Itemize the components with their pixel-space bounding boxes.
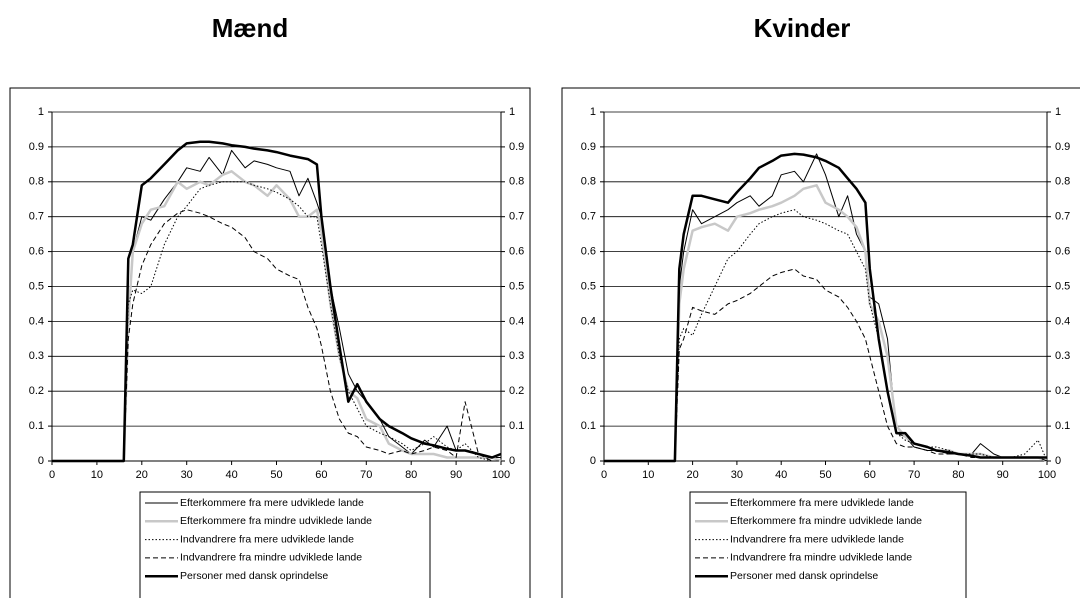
y-tick-label: 0.3	[581, 350, 596, 362]
y2-tick-label: 0.4	[1055, 315, 1070, 327]
y2-tick-label: 0	[509, 455, 515, 467]
x-tick-label: 40	[775, 469, 787, 481]
x-tick-label: 20	[686, 469, 698, 481]
legend-label: Indvandrere fra mere udviklede lande	[730, 533, 904, 545]
y-tick-label: 0.8	[29, 176, 44, 188]
y2-tick-label: 0.6	[1055, 246, 1070, 258]
legend-label: Personer med dansk oprindelse	[180, 570, 328, 582]
y2-tick-label: 0.7	[509, 211, 524, 223]
legend-box	[689, 491, 967, 598]
x-tick-label: 80	[405, 469, 417, 481]
series-line	[52, 209, 501, 462]
y-tick-label: 0	[38, 455, 44, 467]
x-tick-label: 20	[136, 469, 148, 481]
series-line	[604, 184, 1048, 463]
legend-label: Indvandrere fra mindre udviklede lande	[180, 552, 362, 564]
x-tick-label: 60	[864, 469, 876, 481]
x-tick-label: 70	[360, 469, 372, 481]
x-tick-label: 0	[601, 469, 607, 481]
x-tick-label: 0	[49, 469, 55, 481]
legend-label: Efterkommere fra mindre udviklede lande	[730, 515, 922, 527]
x-tick-label: 30	[181, 469, 193, 481]
y2-tick-label: 0.2	[1055, 385, 1070, 397]
x-tick-label: 80	[952, 469, 964, 481]
legend-label: Indvandrere fra mere udviklede lande	[180, 533, 354, 545]
y2-tick-label: 0.3	[1055, 350, 1070, 362]
y2-tick-label: 0.1	[1055, 420, 1070, 432]
series-line	[52, 140, 502, 463]
y2-tick-label: 0.7	[1055, 211, 1070, 223]
y-tick-label: 1	[590, 106, 596, 118]
x-tick-label: 10	[642, 469, 654, 481]
y2-tick-label: 0.9	[509, 141, 524, 153]
series-line	[604, 209, 1048, 462]
y2-tick-label: 0.8	[509, 176, 524, 188]
y-tick-label: 0.6	[581, 246, 596, 258]
y-tick-label: 0.1	[29, 420, 44, 432]
y-tick-label: 0	[590, 455, 596, 467]
x-tick-label: 30	[731, 469, 743, 481]
y-tick-label: 0.2	[581, 385, 596, 397]
x-tick-label: 100	[492, 469, 510, 481]
series-line	[604, 152, 1047, 463]
y-tick-label: 0.4	[581, 315, 596, 327]
legend-label: Personer med dansk oprindelse	[730, 570, 878, 582]
y-tick-label: 0.3	[29, 350, 44, 362]
series-line	[604, 153, 1048, 462]
x-tick-label: 60	[315, 469, 327, 481]
x-tick-label: 10	[91, 469, 103, 481]
series-line	[604, 268, 1048, 462]
panel-frame	[561, 87, 1080, 598]
y2-tick-label: 1	[509, 106, 515, 118]
series-line	[52, 170, 502, 463]
x-tick-label: 90	[450, 469, 462, 481]
chart-title: Mænd	[212, 13, 289, 43]
x-tick-label: 100	[1038, 469, 1056, 481]
y-tick-label: 0.1	[581, 420, 596, 432]
legend-label: Efterkommere fra mere udviklede lande	[180, 497, 364, 509]
x-tick-label: 50	[819, 469, 831, 481]
x-tick-label: 90	[997, 469, 1009, 481]
y2-tick-label: 0.6	[509, 246, 524, 258]
y2-tick-label: 1	[1055, 106, 1061, 118]
y2-tick-label: 0.2	[509, 385, 524, 397]
y-tick-label: 0.8	[581, 176, 596, 188]
legend-label: Efterkommere fra mindre udviklede lande	[180, 515, 372, 527]
y-tick-label: 1	[38, 106, 44, 118]
y-tick-label: 0.6	[29, 246, 44, 258]
y-tick-label: 0.7	[29, 211, 44, 223]
chart-title: Kvinder	[754, 13, 851, 43]
x-tick-label: 70	[908, 469, 920, 481]
y-tick-label: 0.7	[581, 211, 596, 223]
panel-frame	[9, 87, 531, 598]
y2-tick-label: 0.3	[509, 350, 524, 362]
y-tick-label: 0.9	[581, 141, 596, 153]
y2-tick-label: 0.5	[1055, 280, 1070, 292]
y2-tick-label: 0.1	[509, 420, 524, 432]
y-tick-label: 0.5	[581, 280, 596, 292]
y2-tick-label: 0.9	[1055, 141, 1070, 153]
legend-label: Efterkommere fra mere udviklede lande	[730, 497, 914, 509]
y2-tick-label: 0.4	[509, 315, 524, 327]
y-tick-label: 0.5	[29, 280, 44, 292]
series-line	[52, 149, 501, 462]
y2-tick-label: 0.8	[1055, 176, 1070, 188]
y-tick-label: 0.4	[29, 315, 44, 327]
y2-tick-label: 0	[1055, 455, 1061, 467]
legend-box	[139, 491, 431, 598]
legend-label: Indvandrere fra mindre udviklede lande	[730, 552, 912, 564]
y2-tick-label: 0.5	[509, 280, 524, 292]
x-tick-label: 50	[270, 469, 282, 481]
x-tick-label: 40	[225, 469, 237, 481]
y-tick-label: 0.2	[29, 385, 44, 397]
y-tick-label: 0.9	[29, 141, 44, 153]
